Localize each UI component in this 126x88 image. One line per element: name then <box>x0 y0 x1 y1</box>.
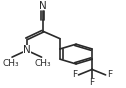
Text: F: F <box>107 70 112 79</box>
Text: N: N <box>23 45 31 55</box>
Text: F: F <box>89 78 95 87</box>
Text: CH₃: CH₃ <box>35 59 51 68</box>
Text: N: N <box>39 1 47 11</box>
Text: F: F <box>72 70 77 79</box>
Text: CH₃: CH₃ <box>3 59 19 68</box>
